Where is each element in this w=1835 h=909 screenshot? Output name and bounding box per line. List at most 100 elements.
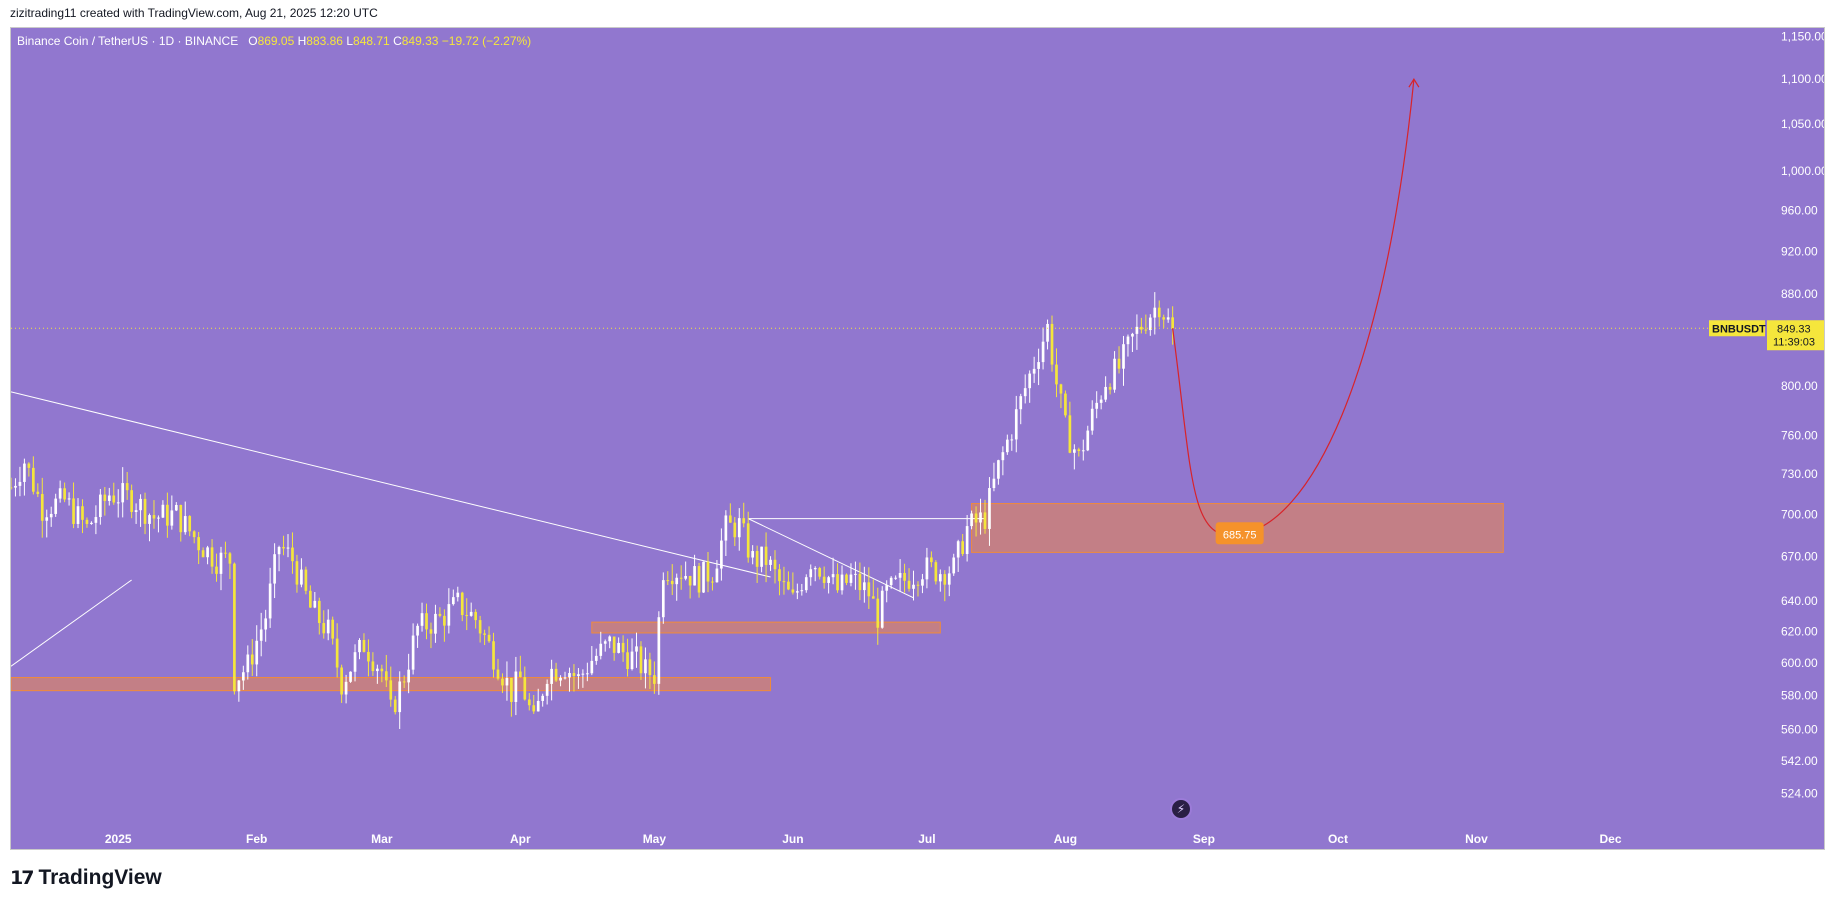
candle-body (809, 569, 813, 578)
candle-body (1140, 326, 1143, 330)
candle-body (331, 619, 335, 639)
candle-body (304, 569, 308, 591)
time-tick-label: Jul (918, 832, 935, 846)
legend-close-label: C (393, 34, 402, 48)
candle-body (599, 643, 603, 656)
chart-background (11, 28, 1824, 849)
price-tick-label: 600.00 (1781, 656, 1818, 670)
candle-body (456, 592, 460, 598)
candle-body (930, 557, 933, 563)
candle-body (393, 699, 397, 713)
time-tick-label: Apr (510, 832, 531, 846)
candle-body (1023, 388, 1027, 397)
candle-body (773, 559, 777, 570)
candle-body (1171, 317, 1174, 329)
candle-body (139, 498, 142, 511)
legend-close-value: 849.33 (401, 34, 439, 48)
candle-body (389, 680, 393, 700)
candle-body (505, 677, 509, 686)
candle-body (653, 675, 656, 684)
candle-body (268, 583, 272, 619)
candle-body (116, 502, 120, 504)
price-tick-label: 960.00 (1781, 203, 1818, 217)
candle-body (121, 483, 125, 503)
candle-body (983, 512, 987, 529)
candle-body (1117, 358, 1121, 369)
candle-body (478, 620, 482, 634)
time-tick-label: Mar (371, 832, 393, 846)
candle-body (264, 618, 268, 630)
candle-body (398, 681, 402, 713)
candle-body (286, 547, 290, 549)
candle-body (956, 541, 960, 558)
candle-body (443, 615, 446, 626)
candle-body (974, 513, 978, 523)
candle-body (644, 659, 647, 674)
triangle-bottom (747, 518, 914, 599)
candle-body (259, 629, 263, 641)
price-chart[interactable]: 1,150.00 1,100.00 1,050.00 1,000.00 960.00 92… (11, 28, 1825, 850)
candle-body (568, 673, 571, 678)
candle-body (1162, 317, 1166, 320)
tradingview-brand[interactable]: 𝟭𝟳 TradingView (10, 866, 162, 890)
candle-body (1046, 323, 1049, 342)
candle-body (94, 517, 98, 523)
candle-body (916, 584, 920, 586)
candle-body (630, 651, 634, 670)
candle-body (527, 699, 531, 706)
candle-body (943, 574, 947, 585)
candle-body (925, 557, 929, 580)
candle-body (81, 506, 84, 520)
candle-body (300, 569, 303, 585)
candle-body (934, 562, 938, 582)
candle-body (148, 515, 151, 524)
candle-body (961, 541, 964, 555)
price-tick-label: 542.00 (1781, 754, 1818, 768)
candle-body (49, 513, 53, 518)
candle-body (648, 659, 652, 676)
candle-body (1055, 364, 1058, 385)
candle-body (661, 580, 665, 618)
candles-layer (11, 292, 1174, 729)
candle-body (1157, 307, 1161, 318)
candle-body (657, 617, 661, 684)
candle-body (438, 613, 442, 616)
candle-body (541, 695, 545, 701)
candle-body (384, 671, 388, 681)
candle-body (626, 652, 629, 670)
price-tick-label: 1,150.00 (1781, 29, 1825, 43)
candle-body (1131, 333, 1134, 337)
candle-body (179, 504, 183, 533)
candle-body (1144, 329, 1148, 331)
candle-body (559, 677, 562, 681)
candle-body (420, 613, 424, 626)
candle-body (715, 568, 719, 583)
candle-body (362, 639, 366, 652)
candle-body (563, 677, 567, 679)
candle-body (760, 546, 763, 567)
legend-symbol[interactable]: Binance Coin / TetherUS · 1D · BINANCE (17, 34, 239, 48)
candle-body (425, 613, 428, 630)
candle-body (898, 572, 902, 578)
candle-body (724, 515, 728, 541)
candle-body (885, 585, 889, 591)
candle-body (85, 519, 89, 524)
candle-body (880, 590, 884, 628)
candle-body (1010, 439, 1014, 441)
candle-body (219, 552, 223, 574)
candle-body (577, 674, 580, 676)
candle-body (871, 596, 875, 599)
projection-label-box[interactable] (1215, 522, 1264, 545)
candle-body (228, 553, 232, 564)
candle-body (501, 678, 504, 686)
chart-frame[interactable]: 1,150.00 1,100.00 1,050.00 1,000.00 960.00 92… (10, 27, 1825, 850)
candle-body (670, 580, 674, 585)
price-tick-label: 1,050.00 (1781, 117, 1825, 131)
candle-body (545, 683, 549, 696)
candle-body (237, 680, 241, 692)
lightning-icon[interactable]: ⚡ (1170, 798, 1192, 820)
candle-body (867, 582, 871, 597)
candle-body (594, 655, 598, 661)
candle-body (344, 681, 348, 695)
candle-body (1108, 386, 1112, 390)
